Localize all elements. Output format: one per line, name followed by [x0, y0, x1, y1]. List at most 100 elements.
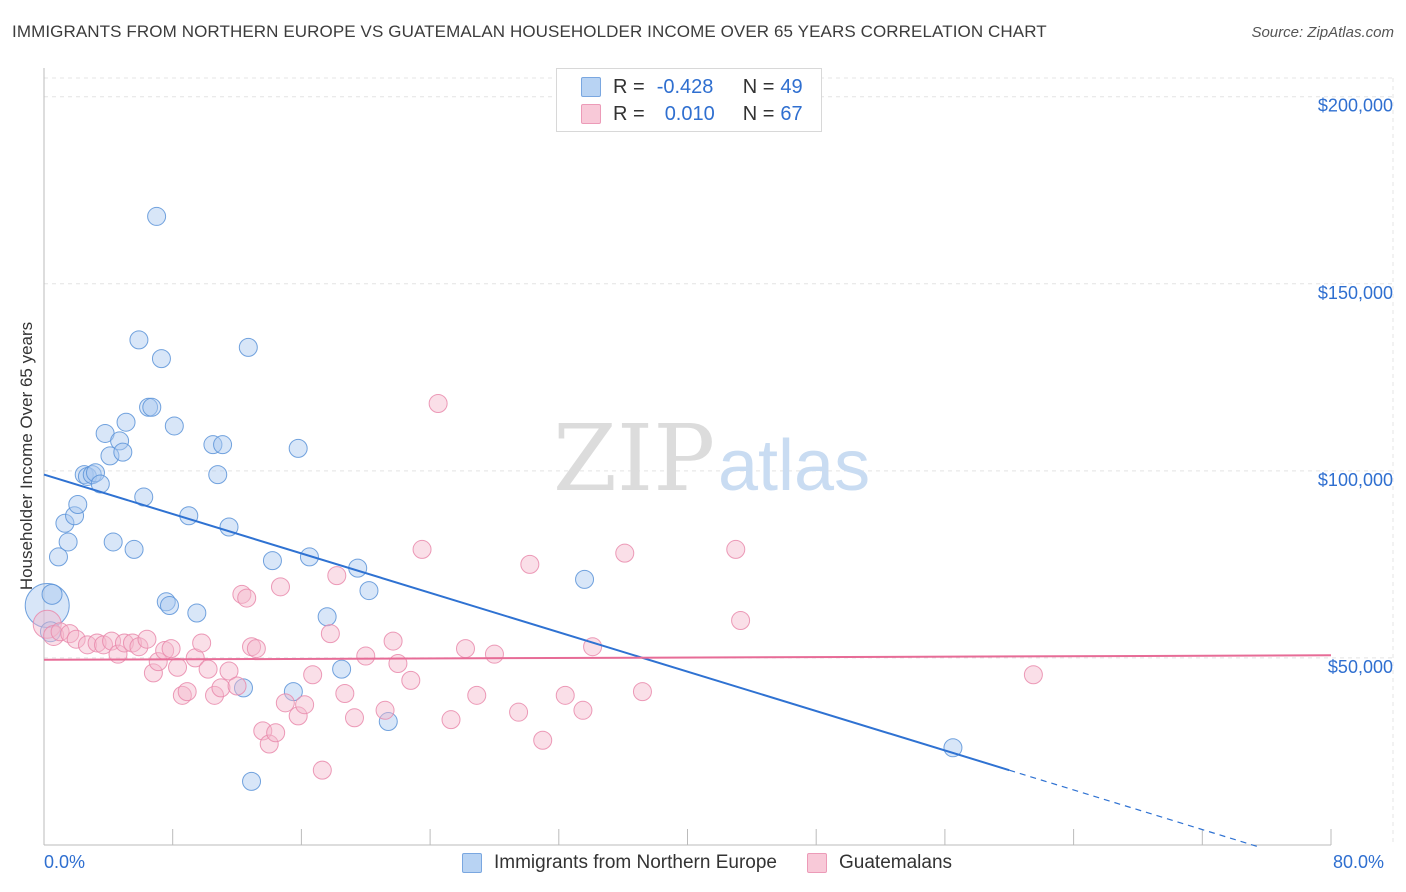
point-guatemalans: [484, 644, 504, 664]
pink-swatch: [807, 853, 827, 873]
r-value: -0.428: [656, 75, 714, 98]
chart-title: IMMIGRANTS FROM NORTHERN EUROPE VS GUATE…: [12, 22, 1047, 41]
point-northern-europe: [332, 659, 352, 679]
point-northern-europe: [129, 330, 149, 350]
blue-swatch: [462, 853, 482, 873]
legend-item-guatemalans[interactable]: Guatemalans: [807, 852, 952, 874]
stats-row-northern-europe: R = -0.428 N = 49: [581, 75, 803, 99]
point-guatemalans: [148, 652, 168, 672]
point-northern-europe: [164, 416, 184, 436]
y-axis-label: Householder Income Over 65 years: [17, 321, 36, 591]
n-label: N =: [742, 75, 775, 98]
point-guatemalans: [50, 622, 70, 642]
n-value: 67: [780, 102, 803, 125]
source-label: Source: ZipAtlas.com: [1251, 24, 1394, 41]
point-northern-europe: [262, 551, 282, 571]
point-northern-europe: [68, 495, 88, 515]
point-guatemalans: [219, 661, 239, 681]
point-guatemalans: [266, 723, 286, 743]
x-tick-label-max: 80.0%: [1333, 852, 1385, 872]
point-northern-europe: [288, 438, 308, 458]
y-tick-label: $100,000: [1318, 470, 1393, 490]
stats-legend: R = -0.428 N = 49 R = 0.010 N = 67: [556, 68, 822, 132]
point-guatemalans: [32, 609, 62, 639]
point-guatemalans: [122, 633, 142, 653]
point-guatemalans: [205, 685, 225, 705]
y-tick-labels: $50,000 $100,000 $150,000 $200,000: [1318, 96, 1393, 677]
point-guatemalans: [632, 682, 652, 702]
trend-lines: [43, 473, 1332, 848]
point-guatemalans: [335, 683, 355, 703]
point-guatemalans: [320, 624, 340, 644]
point-guatemalans: [401, 670, 421, 690]
point-guatemalans: [428, 394, 448, 414]
point-guatemalans: [726, 539, 746, 559]
point-northern-europe: [103, 532, 123, 552]
point-guatemalans: [375, 700, 395, 720]
point-guatemalans: [312, 760, 332, 780]
r-label: R =: [613, 102, 645, 125]
point-guatemalans: [533, 730, 553, 750]
point-guatemalans: [161, 639, 181, 659]
point-northern-europe: [48, 547, 68, 567]
point-guatemalans: [731, 611, 751, 631]
point-guatemalans: [303, 665, 323, 685]
point-northern-europe: [213, 435, 233, 455]
point-guatemalans: [467, 685, 487, 705]
n-label: N =: [742, 102, 775, 125]
point-guatemalans: [177, 682, 197, 702]
point-guatemalans: [509, 702, 529, 722]
point-guatemalans: [441, 710, 461, 730]
point-northern-europe: [156, 592, 176, 612]
data-points: [24, 206, 1043, 791]
legend-item-northern-europe[interactable]: Immigrants from Northern Europe: [462, 852, 777, 874]
point-guatemalans: [270, 577, 290, 597]
point-northern-europe: [317, 607, 337, 627]
point-guatemalans: [288, 706, 308, 726]
point-northern-europe: [55, 513, 75, 533]
point-guatemalans: [295, 695, 315, 715]
point-guatemalans: [237, 588, 257, 608]
point-northern-europe: [159, 596, 179, 616]
point-northern-europe: [242, 771, 262, 791]
point-northern-europe: [124, 539, 144, 559]
point-guatemalans: [327, 566, 347, 586]
stats-row-guatemalans: R = 0.010 N = 67: [581, 102, 803, 126]
point-guatemalans: [77, 635, 97, 655]
n-value: 49: [780, 75, 803, 98]
point-guatemalans: [555, 685, 575, 705]
point-northern-europe: [90, 474, 110, 494]
point-northern-europe: [147, 206, 167, 226]
point-northern-europe: [41, 583, 63, 605]
point-northern-europe: [203, 435, 223, 455]
point-northern-europe: [100, 446, 120, 466]
point-guatemalans: [129, 637, 149, 657]
watermark-atlas: atlas: [718, 426, 870, 506]
y-tick-label: $50,000: [1328, 657, 1393, 677]
point-northern-europe: [151, 349, 171, 369]
point-guatemalans: [615, 543, 635, 563]
point-guatemalans: [143, 663, 163, 683]
point-northern-europe: [238, 337, 258, 357]
axes: [43, 68, 1332, 846]
point-guatemalans: [383, 631, 403, 651]
y-tick-label: $150,000: [1318, 283, 1393, 303]
point-northern-europe: [378, 712, 398, 732]
point-northern-europe: [219, 517, 239, 537]
point-northern-europe: [113, 442, 133, 462]
blue-swatch: [581, 77, 601, 97]
series-legend: Immigrants from Northern Europe Guatemal…: [462, 852, 982, 874]
trend-line-northern-europe-extension: [1009, 769, 1259, 848]
point-northern-europe: [359, 581, 379, 601]
point-guatemalans: [246, 639, 266, 659]
point-northern-europe: [208, 465, 228, 485]
point-guatemalans: [344, 708, 364, 728]
r-label: R =: [613, 75, 645, 98]
trend-line-guatemalans: [43, 654, 1332, 661]
point-guatemalans: [259, 734, 279, 754]
point-northern-europe: [575, 569, 595, 589]
watermark-zip: ZIP: [553, 405, 715, 512]
point-northern-europe: [142, 397, 162, 417]
point-northern-europe: [179, 506, 199, 526]
r-value: 0.010: [664, 102, 715, 125]
